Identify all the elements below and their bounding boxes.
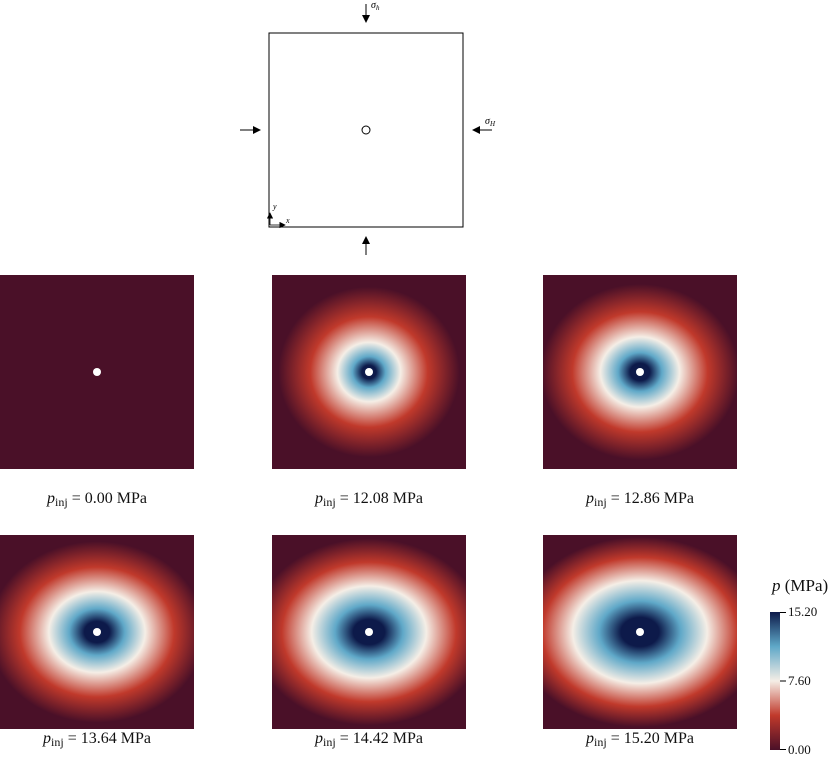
colorbar-gradient [770, 612, 786, 750]
panel-caption-2: pinj = 12.08 MPa [315, 490, 423, 509]
colorbar-title: p (MPa) [772, 576, 829, 595]
pressure-panel-1 [0, 275, 194, 469]
wellbore-dot [636, 628, 644, 636]
panel-caption-6: pinj = 15.20 MPa [586, 730, 694, 749]
axis-x-label: x [285, 216, 290, 225]
pressure-panel-4 [0, 535, 194, 729]
panel-caption-3: pinj = 12.86 MPa [586, 490, 694, 509]
axis-y-label: y [272, 202, 277, 211]
sigma-h-label: σh [371, 0, 380, 12]
wellbore-circle [361, 125, 371, 135]
wellbore-dot [636, 368, 644, 376]
wellbore-dot [93, 628, 101, 636]
colorbar-tick-mid: 7.60 [788, 673, 811, 688]
wellbore-dot [93, 368, 101, 376]
model-schematic: σh σH y x [240, 0, 496, 255]
pressure-panel-2 [272, 275, 466, 469]
panel-caption-5: pinj = 14.42 MPa [315, 730, 423, 749]
colorbar-tick-min: 0.00 [788, 742, 811, 757]
panel-caption-4: pinj = 13.64 MPa [43, 730, 151, 749]
pressure-panel-3 [543, 275, 737, 469]
panel-caption-1: pinj = 0.00 MPa [47, 490, 147, 509]
wellbore-dot [365, 368, 373, 376]
colorbar-tick-max: 15.20 [788, 604, 818, 619]
domain-square [268, 32, 464, 228]
colorbar: p (MPa) 15.20 7.60 0.00 [760, 576, 830, 762]
sigma-H-label: σH [485, 116, 496, 128]
pressure-panel-5 [272, 535, 466, 729]
pressure-panel-6 [543, 535, 737, 729]
wellbore-dot [365, 628, 373, 636]
